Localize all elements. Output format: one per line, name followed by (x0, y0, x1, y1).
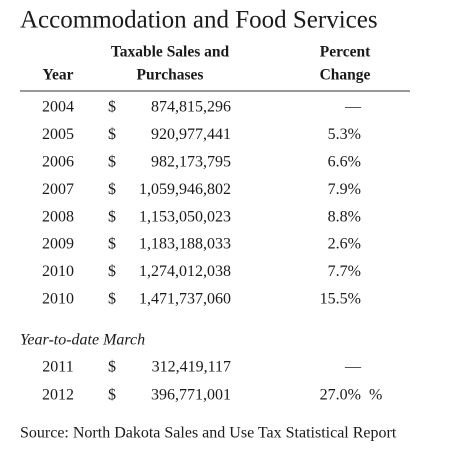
year-cell: 2004 (42, 99, 74, 116)
change-cell: — (344, 99, 362, 116)
header-year: Year (43, 67, 74, 84)
title: Accommodation and Food Services (20, 7, 378, 34)
amount-cell: 312,419,117 (152, 359, 231, 376)
change-cell: 2.6% (328, 236, 361, 253)
header-change: Percent (320, 44, 371, 61)
year-cell: 2012 (42, 387, 74, 404)
dollar-cell: $ (108, 208, 116, 225)
year-cell: 2009 (42, 236, 74, 253)
change-cell: 27.0% (320, 387, 361, 404)
dollar-cell: $ (108, 181, 116, 198)
amount-cell: 1,471,737,060 (139, 290, 231, 307)
change-cell: 7.9% (328, 181, 361, 198)
dollar-cell: $ (108, 263, 116, 280)
header-sales: Taxable Sales and (111, 44, 230, 61)
amount-cell: 874,815,296 (151, 99, 231, 116)
amount-cell: 1,059,946,802 (139, 181, 231, 198)
amount-cell: 1,274,012,038 (139, 263, 231, 280)
year-cell: 2008 (42, 208, 74, 225)
header-change: Change (320, 67, 371, 84)
year-cell: 2010 (42, 263, 74, 280)
change-cell: 5.3% (328, 126, 361, 143)
year-cell: 2006 (42, 153, 74, 170)
source: Source: North Dakota Sales and Use Tax S… (20, 425, 397, 442)
dollar-cell: $ (108, 126, 116, 143)
year-cell: 2010 (42, 290, 74, 307)
change-cell: — (344, 359, 362, 376)
dollar-cell: $ (108, 290, 116, 307)
header-sales: Purchases (137, 67, 204, 84)
dollar-cell: $ (108, 153, 116, 170)
section-label: Year-to-date March (20, 332, 145, 349)
amount-cell: 396,771,001 (151, 387, 231, 404)
amount-cell: 920,977,441 (151, 126, 231, 143)
year-cell: 2005 (42, 126, 74, 143)
dollar-cell: $ (108, 236, 116, 253)
dollar-cell: $ (108, 359, 116, 376)
change-cell: 15.5% (320, 290, 361, 307)
year-cell: 2007 (42, 181, 74, 198)
unit-cell: % (369, 387, 382, 404)
dollar-cell: $ (108, 387, 116, 404)
change-cell: 6.6% (328, 153, 361, 170)
amount-cell: 982,173,795 (151, 153, 231, 170)
amount-cell: 1,153,050,023 (139, 208, 231, 225)
dollar-cell: $ (108, 99, 116, 116)
amount-cell: 1,183,188,033 (139, 236, 231, 253)
year-cell: 2011 (42, 359, 73, 376)
change-cell: 8.8% (328, 208, 361, 225)
change-cell: 7.7% (328, 263, 361, 280)
